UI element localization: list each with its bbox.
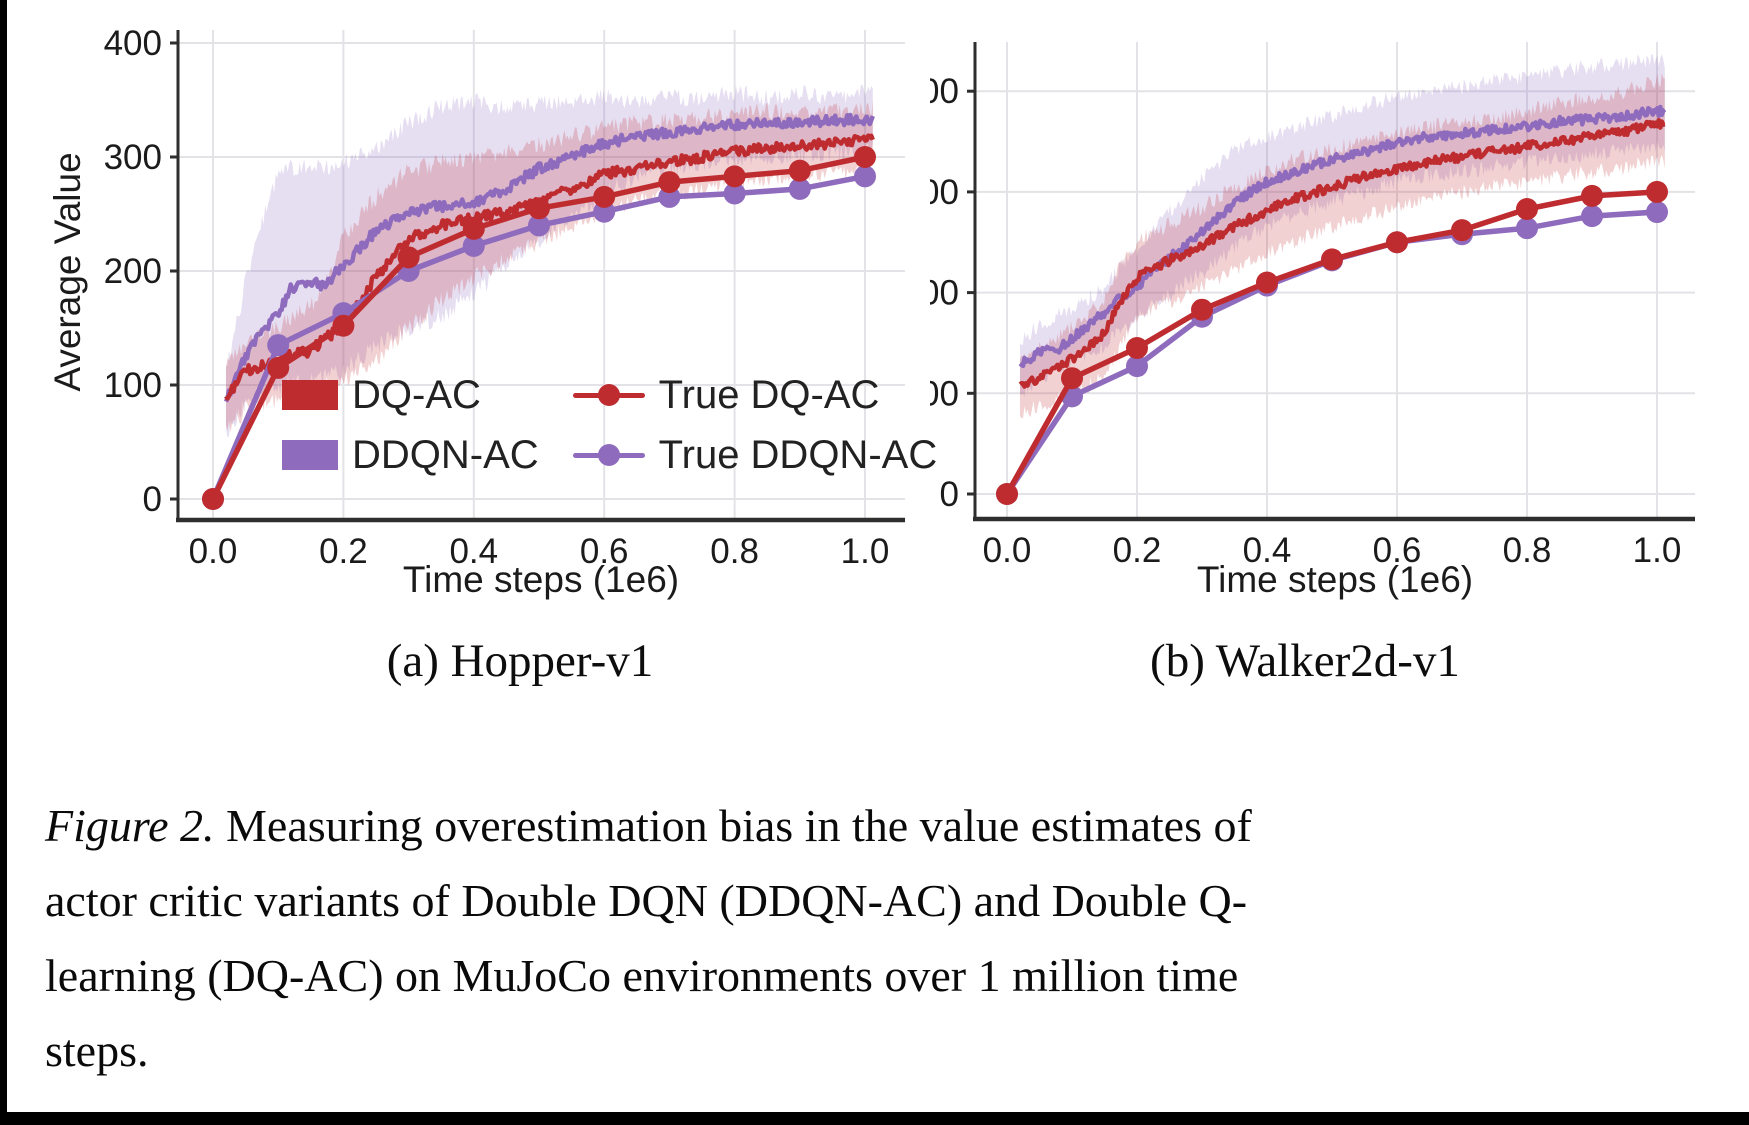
band-DDQN-AC — [226, 84, 873, 438]
plot-area — [1018, 54, 1667, 419]
page-left-border — [0, 0, 7, 1125]
svg-text:0.8: 0.8 — [710, 532, 759, 571]
axes-spines — [176, 30, 905, 523]
legend-label: True DDQN-AC — [658, 433, 938, 477]
svg-text:0.2: 0.2 — [319, 532, 368, 571]
band-DQ-AC — [226, 100, 873, 433]
figure-caption-prefix: Figure 2. — [45, 800, 215, 851]
true-dq-ac-marker-swatch — [572, 380, 645, 410]
svg-text:100: 100 — [930, 374, 959, 413]
dq-ac-patch-swatch — [282, 380, 338, 410]
svg-text:0.4: 0.4 — [1243, 531, 1292, 570]
legend-item-true-dq-ac: True DQ-AC — [572, 372, 938, 418]
svg-text:0: 0 — [143, 480, 162, 519]
legend: DQ-AC DDQN-AC True DQ-AC True DDQN-AC — [282, 372, 937, 478]
caption-line-4: steps. — [45, 1025, 149, 1076]
legend-label: DQ-AC — [352, 373, 481, 417]
legend-item-dq-ac: DQ-AC — [282, 372, 539, 418]
tick-labels: 0 100 200 300 400 0.0 0.2 0.4 0.6 0.8 1.0 — [104, 24, 890, 571]
svg-text:0.2: 0.2 — [1113, 531, 1162, 570]
band-DQ-AC — [1020, 73, 1665, 419]
svg-text:0: 0 — [940, 475, 959, 514]
svg-text:400: 400 — [930, 72, 959, 111]
band-DDQN-AC — [1020, 54, 1665, 398]
svg-text:0.6: 0.6 — [1373, 531, 1422, 570]
tick-labels: 0 100 200 300 400 0.0 0.2 0.4 0.6 0.8 1.0 — [930, 72, 1681, 570]
svg-text:1.0: 1.0 — [1633, 531, 1682, 570]
figure-caption: Figure 2. Measuring overestimation bias … — [45, 788, 1713, 1088]
line-True DQ-AC — [996, 180, 1668, 505]
caption-line-1: Measuring overestimation bias in the val… — [214, 800, 1252, 851]
axis-titles: Time steps (1e6) — [1197, 559, 1473, 600]
svg-text:0.4: 0.4 — [449, 532, 498, 571]
line-True DDQN-AC — [202, 165, 876, 510]
svg-text:300: 300 — [930, 173, 959, 212]
svg-text:1.0: 1.0 — [841, 532, 890, 571]
subcaption-hopper: (a) Hopper-v1 — [386, 635, 654, 687]
ddqn-ac-patch-swatch — [282, 440, 338, 470]
grid — [178, 30, 905, 520]
line-True DQ-AC — [202, 146, 876, 510]
caption-line-2: actor critic variants of Double DQN (DDQ… — [45, 875, 1248, 926]
x-axis-title: Time steps (1e6) — [1197, 559, 1473, 600]
svg-text:0.0: 0.0 — [983, 531, 1032, 570]
svg-text:200: 200 — [930, 274, 959, 313]
svg-text:0.0: 0.0 — [189, 532, 238, 571]
y-axis-title: Average Value — [47, 152, 88, 391]
walker-chart: 0 100 200 300 400 0.0 0.2 0.4 0.6 0.8 1.0 Time step… — [930, 42, 1695, 600]
hopper-chart: 0 100 200 300 400 0.0 0.2 0.4 0.6 0.8 1.0 Time step… — [47, 24, 905, 600]
axis-titles: Time steps (1e6) Average Value — [47, 152, 679, 600]
subcaption-walker: (b) Walker2d-v1 — [1150, 635, 1460, 687]
legend-label: True DQ-AC — [658, 373, 880, 417]
axes-spines — [973, 42, 1695, 522]
svg-text:300: 300 — [104, 138, 162, 177]
svg-text:400: 400 — [104, 24, 162, 63]
caption-line-3: learning (DQ-AC) on MuJoCo environments … — [45, 950, 1239, 1001]
line-DQ-AC — [1018, 117, 1666, 389]
page-bottom-border — [0, 1112, 1749, 1125]
legend-label: DDQN-AC — [352, 433, 539, 477]
svg-text:0.6: 0.6 — [580, 532, 629, 571]
true-ddqn-ac-marker-swatch — [572, 440, 645, 470]
svg-text:100: 100 — [104, 366, 162, 405]
x-axis-title: Time steps (1e6) — [403, 559, 679, 600]
svg-text:0.8: 0.8 — [1503, 531, 1552, 570]
line-DDQN-AC — [223, 112, 875, 403]
legend-item-ddqn-ac: DDQN-AC — [282, 432, 539, 478]
legend-item-true-ddqn-ac: True DDQN-AC — [572, 432, 938, 478]
svg-text:200: 200 — [104, 252, 162, 291]
